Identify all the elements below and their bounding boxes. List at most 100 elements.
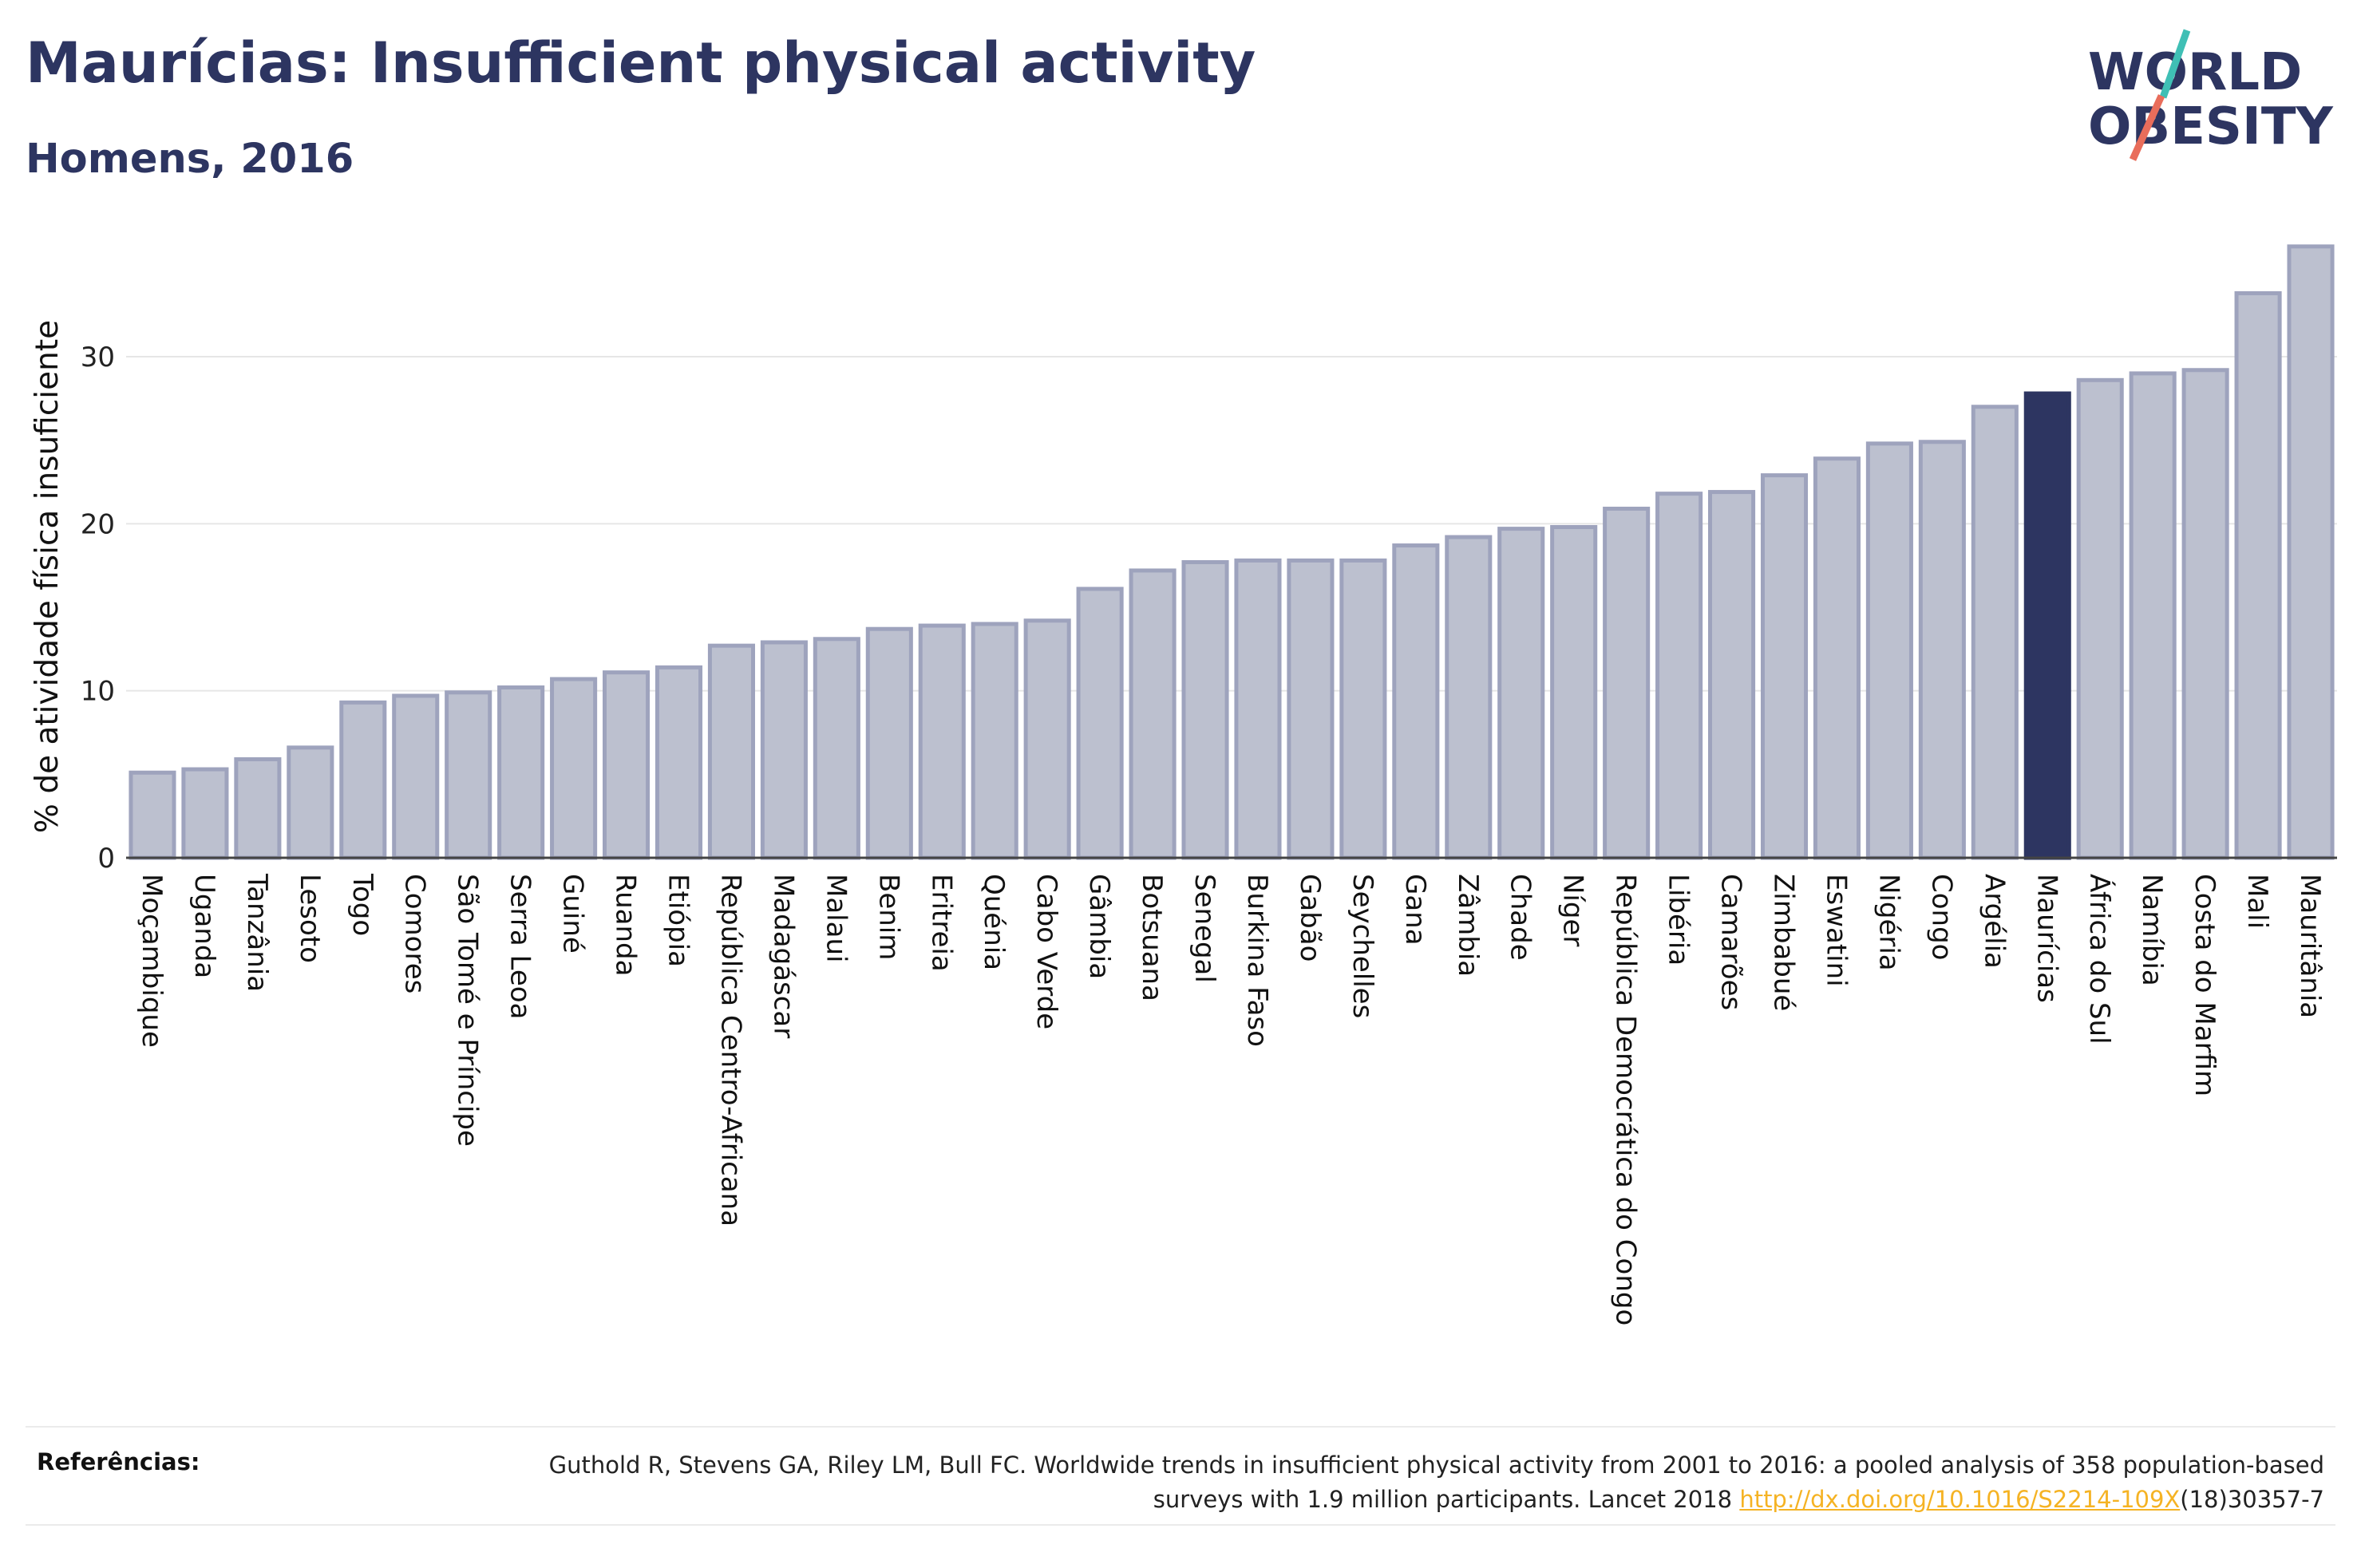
x-tick-label: Camarões <box>1715 874 1747 1010</box>
bar <box>2234 290 2282 860</box>
x-tick-label: Togo <box>346 873 378 936</box>
x-tick-label: Lesoto <box>294 874 326 963</box>
x-tick-label: República Centro-Africana <box>714 874 746 1226</box>
x-tick-label: Nigéria <box>1873 874 1904 971</box>
bar <box>392 693 440 860</box>
x-tick-label: Mauritânia <box>2294 874 2326 1018</box>
x-tick-label: Botsuana <box>1136 874 1168 1001</box>
bar <box>181 767 229 860</box>
x-tick-label: Libéria <box>1663 874 1695 966</box>
bar <box>655 665 703 860</box>
chart-title: Maurícias: Insufficient physical activit… <box>26 30 1256 96</box>
y-tick-label: 20 <box>81 508 115 540</box>
x-tick-label: Eswatini <box>1820 874 1852 987</box>
x-tick-label: Argélia <box>1978 874 2010 969</box>
x-tick-label: Eritreia <box>925 874 957 972</box>
references-label: Referências: <box>37 1448 200 1475</box>
bar <box>339 700 387 860</box>
bar <box>918 623 966 860</box>
bar <box>603 670 651 860</box>
bar <box>1708 490 1756 860</box>
bar <box>1655 492 1703 860</box>
world-obesity-logo: WORLD OBESITY <box>2088 29 2333 161</box>
x-tick-label: Maurícias <box>2031 874 2062 1003</box>
x-tick-label: Chade <box>1505 874 1536 961</box>
bar <box>2076 377 2124 860</box>
bar <box>813 637 860 860</box>
logo-line1: WORLD <box>2088 43 2302 102</box>
x-tick-label: Zimbabué <box>1768 874 1800 1011</box>
x-tick-label: Costa do Marfim <box>2189 874 2221 1096</box>
references-citation-end: (18)30357-7 <box>2180 1486 2324 1513</box>
x-tick-label: Gana <box>1399 874 1431 946</box>
x-tick-label: Benim <box>872 874 904 960</box>
x-tick-label: Gâmbia <box>1083 874 1115 979</box>
x-tick-label: São Tomé e Príncipe <box>452 874 484 1147</box>
y-tick-label: 10 <box>81 676 115 708</box>
x-tick-label: Seychelles <box>1347 874 1378 1018</box>
bar <box>971 622 1018 860</box>
divider-top <box>26 1426 2335 1428</box>
y-tick-label: 30 <box>81 342 115 373</box>
x-tick-label: Cabo Verde <box>1030 874 1062 1029</box>
bar <box>1392 543 1440 860</box>
bar <box>2287 244 2335 860</box>
bar <box>550 677 598 860</box>
bar <box>1234 558 1282 860</box>
x-tick-label: Serra Leoa <box>504 874 536 1019</box>
x-tick-label: Zâmbia <box>1452 874 1484 977</box>
x-tick-label: Comores <box>399 874 431 993</box>
y-tick-label: 0 <box>97 843 115 875</box>
references-citation: Guthold R, Stevens GA, Riley LM, Bull FC… <box>548 1451 2324 1513</box>
bar <box>707 643 755 860</box>
bar <box>1023 618 1071 860</box>
bar <box>287 745 334 860</box>
x-tick-label: Moçambique <box>136 874 168 1048</box>
x-tick-label: Malaui <box>820 874 852 962</box>
x-tick-label: Congo <box>1925 874 1957 960</box>
bar <box>1813 456 1861 860</box>
bar <box>129 770 176 860</box>
references-link[interactable]: http://dx.doi.org/10.1016/S2214-109X <box>1739 1486 2181 1513</box>
chart-subtitle: Homens, 2016 <box>26 136 354 183</box>
bar <box>1918 440 1966 860</box>
bar <box>2129 371 2177 860</box>
bar <box>1603 506 1651 860</box>
x-tick-label: Gabão <box>1294 874 1326 962</box>
bar <box>1181 559 1229 860</box>
x-tick-label: Burkina Faso <box>1241 874 1273 1047</box>
logo-slash-teal <box>2159 29 2191 99</box>
x-tick-label: África do Sul <box>2083 874 2116 1045</box>
x-tick-label: Ruanda <box>610 874 642 976</box>
x-tick-label: Namíbia <box>2136 874 2168 986</box>
x-tick-label: Quénia <box>978 874 1010 970</box>
bar <box>445 690 492 860</box>
bar <box>234 756 282 860</box>
bar <box>1129 568 1177 860</box>
bar <box>760 640 808 860</box>
divider-bottom <box>26 1524 2335 1526</box>
bar <box>1287 558 1335 860</box>
bar <box>2181 368 2229 860</box>
bar <box>1076 587 1124 860</box>
x-tick-label: Guiné <box>557 874 589 954</box>
x-tick-label: Níger <box>1557 874 1589 946</box>
bar-chart: 0 10 20 30 Moçambique Uganda Tanzânia Lesoto Tog… <box>30 244 2337 1325</box>
logo-line2: OBESITY <box>2088 97 2333 156</box>
bar <box>1971 405 2019 860</box>
x-tick-label: República Democrática do Congo <box>1610 874 1642 1325</box>
bar <box>1550 525 1598 860</box>
x-tick-label: Uganda <box>188 874 220 978</box>
x-tick-label: Etiópia <box>662 874 694 967</box>
x-tick-label: Madagáscar <box>767 874 799 1038</box>
x-tick-label: Tanzânia <box>241 873 273 992</box>
x-tick-label: Mali <box>2241 874 2273 929</box>
bar <box>1865 441 1913 860</box>
logo-slash-coral <box>2129 94 2165 161</box>
bar <box>865 626 913 860</box>
y-axis-label: % de atividade física insuficiente <box>30 320 65 833</box>
bar <box>1497 527 1545 860</box>
bar <box>2023 391 2071 860</box>
bar <box>1339 558 1387 860</box>
bar <box>1760 473 1809 860</box>
